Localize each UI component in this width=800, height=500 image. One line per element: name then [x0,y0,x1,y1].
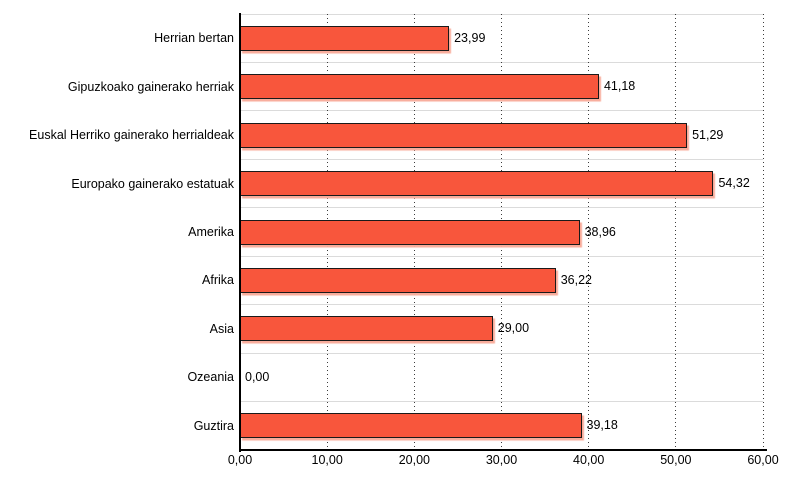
gridline-vertical [588,14,590,450]
value-label: 23,99 [454,30,486,45]
category-label: Ozeania [187,370,234,385]
value-label: 41,18 [603,79,636,94]
bar [240,219,580,245]
x-tick-label: 10,00 [311,453,343,467]
x-tick-label: 60,00 [747,453,779,467]
x-tick-label: 40,00 [573,453,605,467]
y-axis-line [239,13,241,452]
bar [240,74,599,100]
value-label: 51,29 [692,127,724,142]
value-label: 0,00 [245,369,270,384]
category-label: Asia [209,321,234,336]
value-label: 54,32 [718,176,750,191]
category-label: Euskal Herriko gainerako herrialdeak [29,128,234,143]
category-label: Gipuzkoako gainerako herriak [67,79,234,94]
value-axis-labels: 0,00 10,00 20,00 30,00 40,00 50,00 60,00 [228,453,779,469]
bar [240,171,714,197]
category-label: Afrika [202,273,234,288]
x-axis-line [239,449,767,451]
x-tick-label: 20,00 [398,453,430,467]
bar [240,413,582,439]
value-label: 36,22 [560,272,592,287]
plot-area: 23,99 41,18 51,29 54,32 38,96 36,22 29,00 0,00 3… [240,13,764,450]
category-axis-labels: Herrian bertan Gipuzkoako gainerako herri… [0,14,234,450]
bar [240,25,450,51]
gridline-vertical [675,14,677,450]
category-label: Guztira [193,418,234,433]
bar [240,316,493,342]
x-tick-label: 50,00 [660,453,692,467]
category-label: Herrian bertan [154,31,234,46]
bar [240,267,556,293]
x-tick-label: 30,00 [485,453,518,467]
x-tick-label: 0,00 [227,453,253,467]
value-label: 39,18 [586,418,618,433]
value-label: 29,00 [497,321,530,336]
value-label: 38,96 [584,224,616,239]
category-label: Europako gainerako estatuak [71,176,234,191]
category-label: Amerika [188,224,234,239]
bar [240,122,688,148]
gridline-vertical [762,14,764,450]
